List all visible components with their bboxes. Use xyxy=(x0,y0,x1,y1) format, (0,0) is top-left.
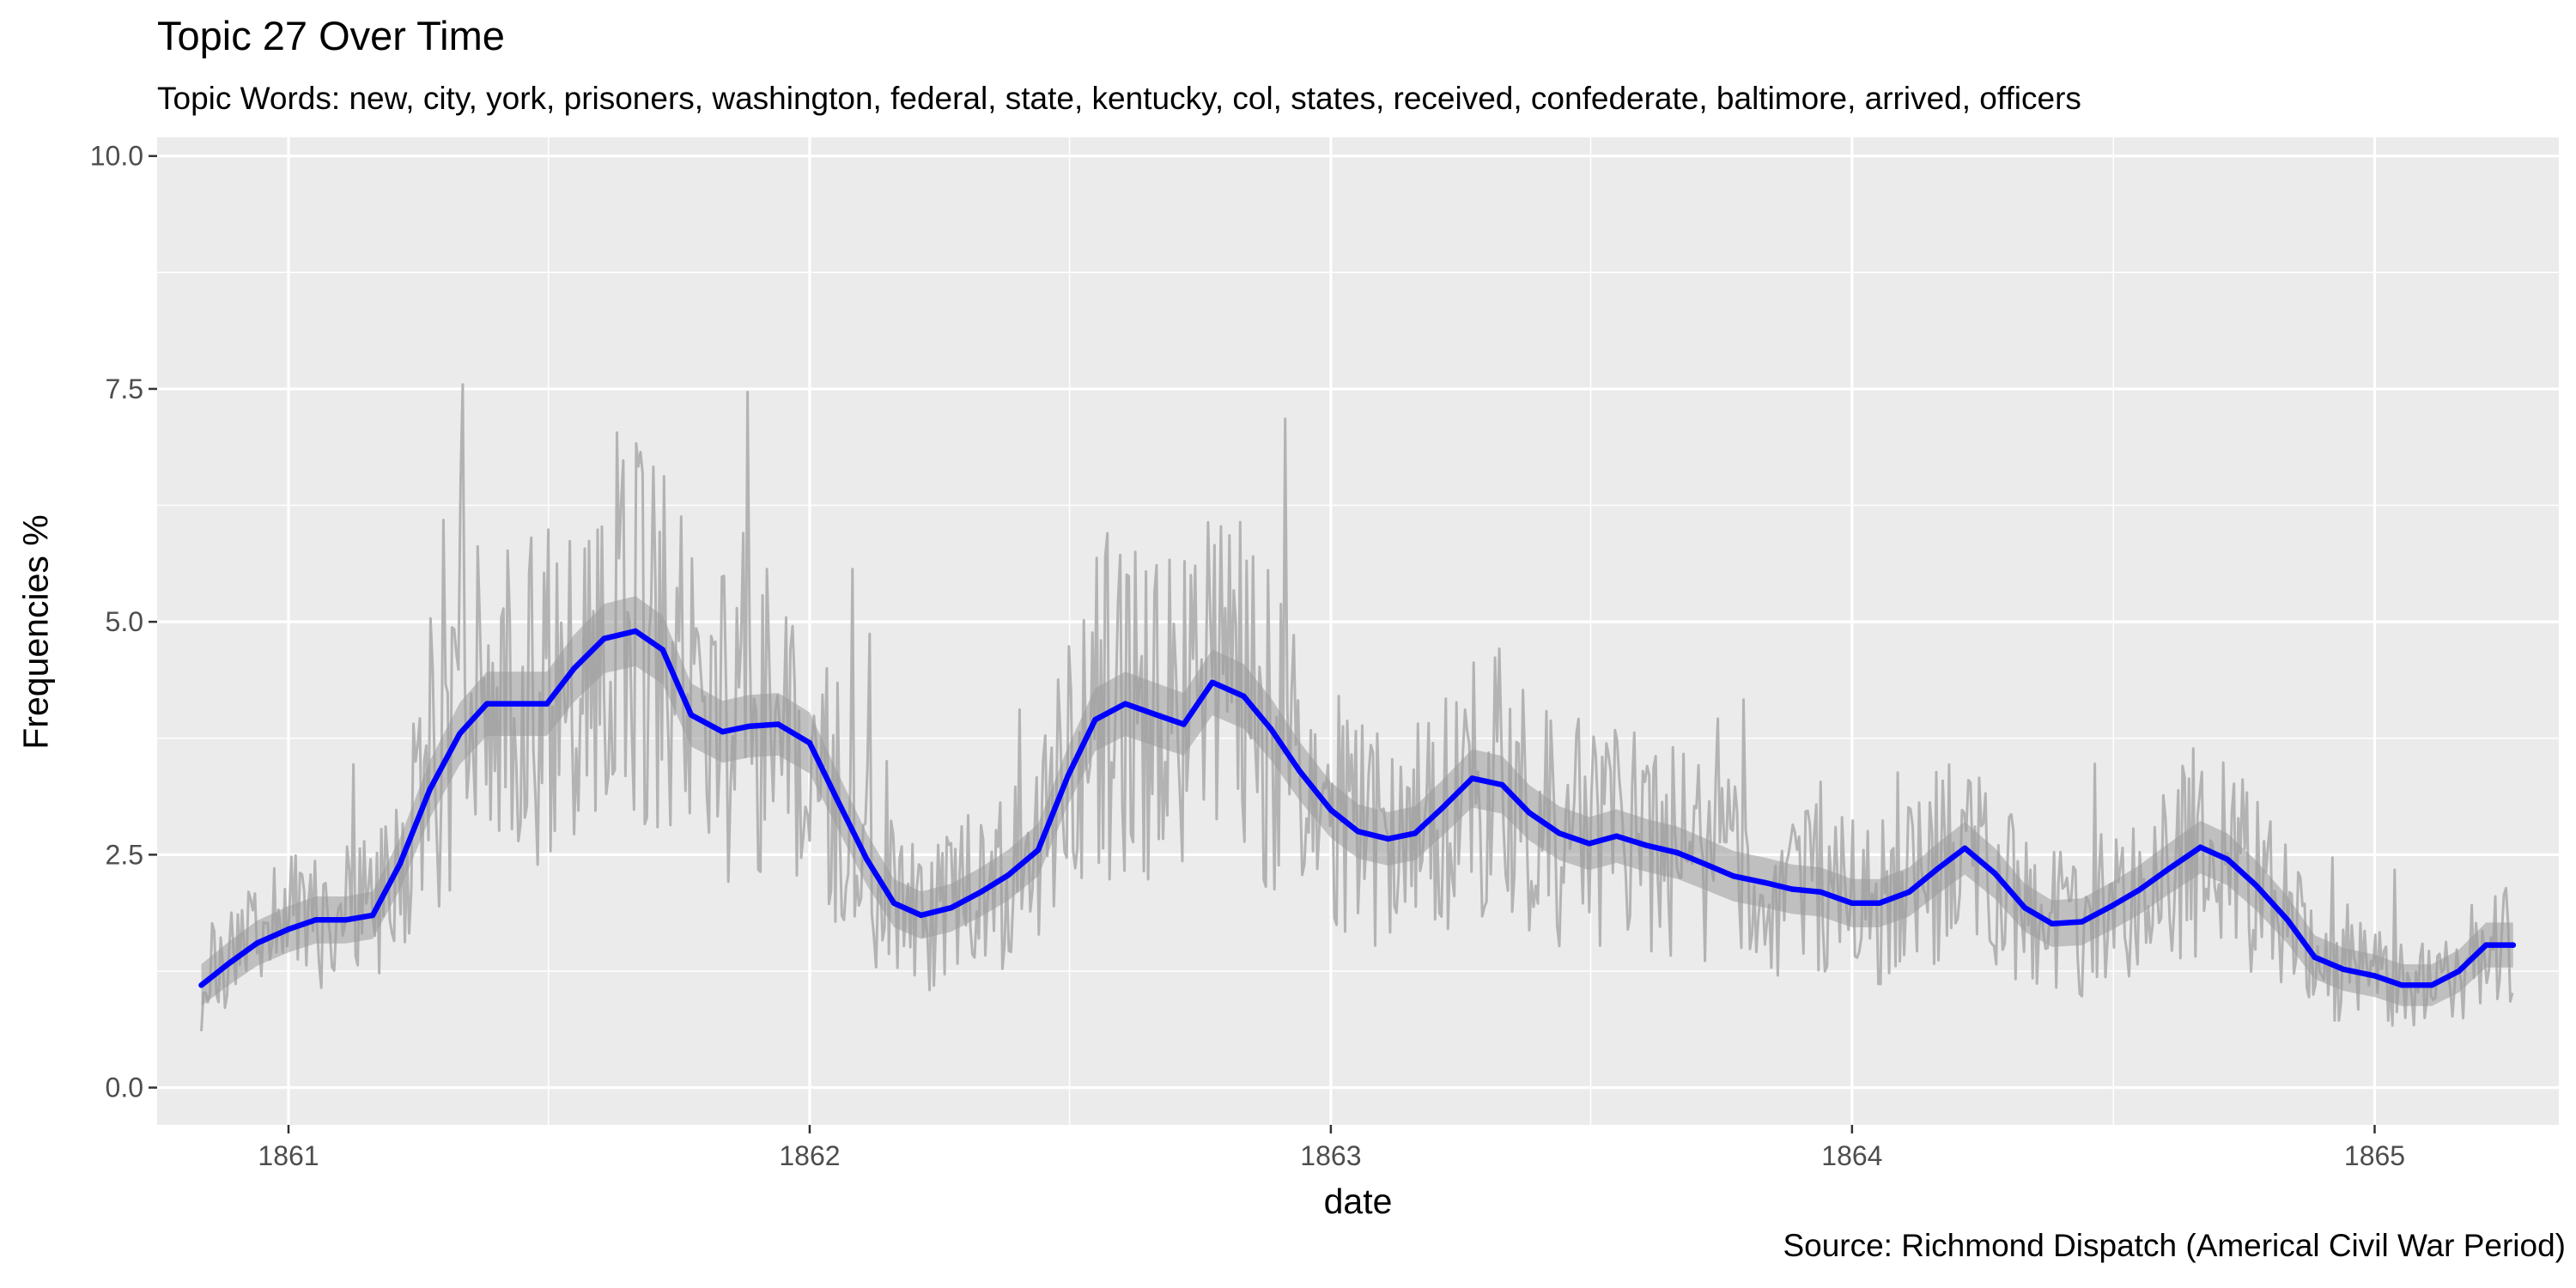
trend-point xyxy=(2456,968,2462,975)
trend-point xyxy=(918,912,924,919)
trend-point xyxy=(688,712,695,718)
chart-title: Topic 27 Over Time xyxy=(157,13,505,58)
trend-point xyxy=(1327,807,1334,813)
trend-point xyxy=(601,635,607,641)
trend-point xyxy=(1241,693,1247,700)
trend-point xyxy=(1876,900,1882,906)
trend-point xyxy=(198,982,204,988)
trend-point xyxy=(2312,954,2318,960)
trend-point xyxy=(1906,889,1912,895)
trend-point xyxy=(775,721,781,727)
trend-point xyxy=(1789,886,1795,892)
trend-point xyxy=(1586,841,1593,847)
trend-point xyxy=(1469,775,1475,781)
trend-point xyxy=(720,728,726,735)
trend-point xyxy=(806,739,813,746)
trend-point xyxy=(2428,982,2435,988)
trend-point xyxy=(1556,830,1563,836)
confidence-ribbon xyxy=(201,596,2513,1006)
trend-point xyxy=(2372,973,2378,979)
trend-point xyxy=(1181,721,1187,727)
y-tick-label: 0.0 xyxy=(106,1072,143,1103)
trend-point xyxy=(1153,712,1160,718)
trend-point xyxy=(2225,856,2231,863)
trend-point xyxy=(2166,866,2172,872)
y-axis-label: Frequencies % xyxy=(15,514,56,750)
trend-point xyxy=(864,856,870,863)
trend-point xyxy=(1209,679,1216,685)
trend-point xyxy=(1035,847,1042,854)
plot-panel xyxy=(157,137,2559,1125)
trend-point xyxy=(1935,866,1941,872)
trend-point xyxy=(1818,889,1824,895)
trend-point xyxy=(746,723,753,729)
trend-point xyxy=(2253,882,2259,889)
trend-point xyxy=(1122,701,1128,707)
trend-point xyxy=(1065,772,1072,779)
x-tick-label: 1863 xyxy=(1300,1140,1361,1171)
trend-point xyxy=(1005,872,1012,878)
trend-point xyxy=(890,900,897,906)
trend-point xyxy=(483,701,490,707)
trend-point xyxy=(1412,830,1419,836)
chart-subtitle: Topic Words: new, city, york, prisoners,… xyxy=(157,81,2081,116)
trend-point xyxy=(2109,902,2115,909)
trend-point xyxy=(457,731,463,737)
trend-point xyxy=(285,926,292,933)
trend-point xyxy=(1297,768,1303,774)
y-tick-label: 7.5 xyxy=(106,374,143,404)
trend-point xyxy=(1439,805,1445,811)
trend-point xyxy=(225,961,232,967)
trend-point xyxy=(1674,850,1681,856)
trend-point xyxy=(2136,887,2142,893)
trend-point xyxy=(1613,833,1619,839)
y-tick-label: 2.5 xyxy=(106,839,143,870)
trend-point xyxy=(1385,835,1391,842)
trend-point xyxy=(2021,905,2028,911)
chart-caption: Source: Richmond Dispatch (Americal Civi… xyxy=(1783,1228,2566,1263)
trend-point xyxy=(369,912,376,919)
trend-point xyxy=(2197,844,2203,850)
x-tick-label: 1865 xyxy=(2344,1140,2405,1171)
trend-point xyxy=(1762,879,1768,886)
trend-point xyxy=(2079,919,2085,925)
trend-point xyxy=(1526,810,1533,816)
trend-point xyxy=(1355,829,1361,835)
trend-point xyxy=(571,665,577,671)
trend-point xyxy=(1730,873,1737,879)
trend-point xyxy=(427,787,433,793)
trend-point xyxy=(397,861,403,867)
trend-point xyxy=(2340,966,2347,973)
trend-point xyxy=(1849,900,1856,906)
trend-point xyxy=(978,889,984,895)
trend-point xyxy=(834,796,840,802)
x-axis-label: date xyxy=(1323,1182,1393,1221)
trend-point xyxy=(632,628,639,635)
trend-point xyxy=(1092,716,1098,723)
trend-point xyxy=(2284,917,2291,923)
trend-point xyxy=(948,905,954,911)
trend-point xyxy=(1991,870,1998,877)
trend-point xyxy=(2398,982,2405,988)
trend-point xyxy=(513,701,520,707)
trend-point xyxy=(1267,726,1274,732)
trend-point xyxy=(313,917,319,923)
trend-point xyxy=(2049,920,2055,927)
trend-point xyxy=(2482,942,2489,948)
trend-point xyxy=(254,940,260,946)
trend-point xyxy=(1499,781,1505,788)
trend-point xyxy=(544,701,550,707)
x-tick-label: 1862 xyxy=(779,1140,840,1171)
trend-point xyxy=(2510,942,2516,948)
trend-point xyxy=(1962,845,1968,851)
x-tick-label: 1861 xyxy=(258,1140,319,1171)
y-tick-label: 10.0 xyxy=(90,141,143,172)
trend-point xyxy=(343,917,349,923)
trend-point xyxy=(1643,842,1649,848)
x-tick-label: 1864 xyxy=(1821,1140,1882,1171)
y-tick-label: 5.0 xyxy=(106,606,143,637)
trend-point xyxy=(659,647,665,653)
trend-point xyxy=(1702,861,1708,867)
